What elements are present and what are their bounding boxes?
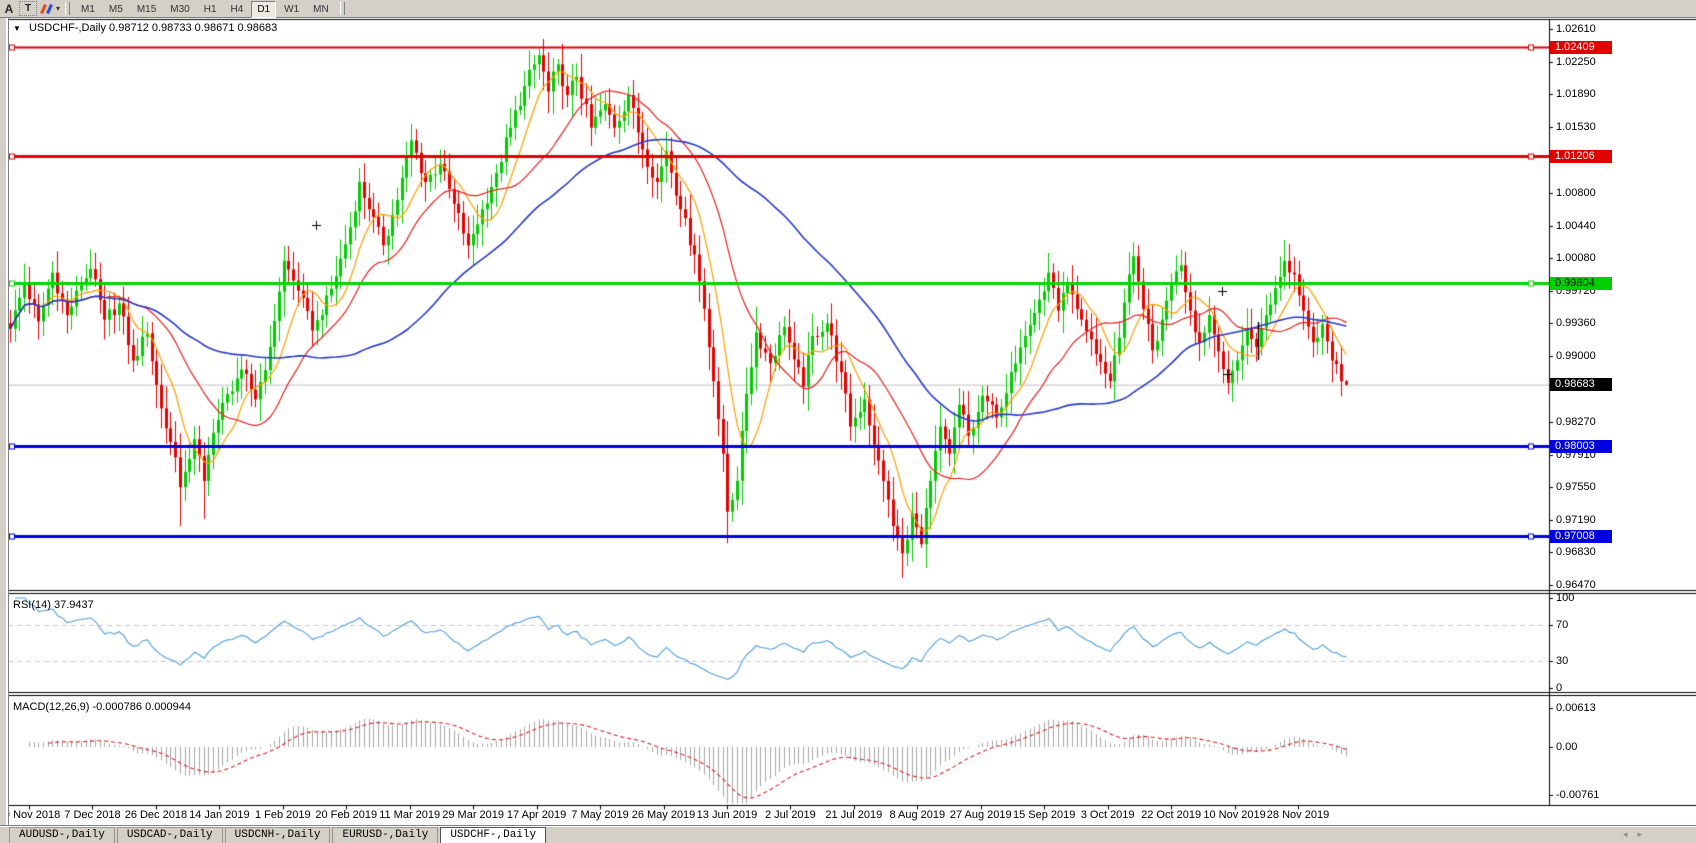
price-badge-1.02409: 1.02409 — [1550, 40, 1612, 54]
chart-title: ▼ USDCHF-,Daily 0.98712 0.98733 0.98671 … — [13, 22, 277, 34]
date-tick-label: 19 Nov 2018 — [0, 809, 61, 821]
timeframe-button-m15[interactable]: M15 — [136, 4, 157, 15]
price-tick-label: 0.98270 — [1556, 416, 1596, 428]
rsi-tick-label: 100 — [1556, 592, 1575, 604]
timeframe-button-d1[interactable]: D1 — [251, 1, 277, 18]
timeframe-button-m5[interactable]: M5 — [108, 4, 123, 15]
chart-symbol-label: USDCHF-,Daily — [28, 22, 106, 34]
price-tick-label: 1.01890 — [1556, 88, 1596, 101]
arrows-tool-icon[interactable]: ▾ — [39, 1, 60, 16]
price-badge-0.98683: 0.98683 — [1550, 378, 1612, 392]
rsi-tick-label: 70 — [1556, 619, 1569, 631]
timeframe-button-w1[interactable]: W1 — [284, 4, 300, 15]
toolbar-grip — [65, 2, 71, 15]
toolbar: A T ▾ M1 M5 M15 M30 H1 H4 D1 W1 MN — [0, 0, 1696, 18]
price-tick-label: 0.97190 — [1556, 513, 1596, 526]
rsi-indicator-label: RSI(14) 37.9437 — [13, 599, 94, 611]
date-tick-label: 13 Jun 2019 — [696, 809, 758, 821]
price-tick-label: 0.96830 — [1556, 546, 1596, 559]
macd-tick-label: 0.00613 — [1556, 702, 1596, 714]
tab-scroll-left-icon[interactable]: ◂ — [1622, 829, 1638, 839]
date-tick-label: 14 Jan 2019 — [189, 809, 250, 821]
date-tick-label: 26 Dec 2018 — [124, 809, 188, 821]
date-tick-label: 27 Aug 2019 — [949, 809, 1012, 821]
macd-indicator-label: MACD(12,26,9) -0.000786 0.000944 — [13, 701, 191, 713]
text-tool-icon[interactable]: T — [19, 1, 37, 16]
price-badge-1.01206: 1.01206 — [1550, 149, 1612, 163]
price-tick-label: 1.00080 — [1556, 252, 1596, 265]
price-tick-label: 0.99000 — [1556, 349, 1596, 362]
crayons-icon — [40, 4, 53, 14]
price-tick-label: 1.00800 — [1556, 186, 1596, 199]
price-tick-label: 1.02610 — [1556, 23, 1596, 35]
date-tick-label: 11 Mar 2019 — [379, 809, 441, 821]
chart-ohlc-values: 0.98712 0.98733 0.98671 0.98683 — [109, 22, 278, 34]
price-badge-0.99804: 0.99804 — [1550, 276, 1612, 290]
rsi-tick-label: 30 — [1556, 655, 1569, 667]
date-tick-label: 17 Apr 2019 — [506, 809, 567, 821]
date-tick-label: 7 Dec 2018 — [64, 809, 121, 821]
toolbar-grip — [339, 2, 345, 15]
macd-tick-label: -0.00761 — [1556, 789, 1600, 802]
date-tick-label: 15 Sep 2019 — [1012, 809, 1076, 821]
date-tick-label: 8 Aug 2019 — [889, 809, 946, 821]
price-tick-label: 0.96470 — [1556, 579, 1596, 591]
chart-tab-usdcnh[interactable]: USDCNH-,Daily — [224, 827, 331, 843]
window-left-border — [0, 17, 9, 825]
timeframe-button-mn[interactable]: MN — [313, 4, 329, 15]
price-tick-label: 0.99360 — [1556, 317, 1596, 330]
chart-tab-bar: AUDUSD-,Daily USDCAD-,Daily USDCNH-,Daily E… — [0, 825, 1696, 843]
timeframe-button-h1[interactable]: H1 — [203, 4, 217, 15]
date-tick-label: 21 Jul 2019 — [825, 809, 883, 821]
price-tick-label: 1.02250 — [1556, 55, 1596, 68]
date-tick-label: 10 Nov 2019 — [1203, 809, 1266, 821]
date-tick-label: 28 Nov 2019 — [1266, 809, 1330, 821]
price-badge-0.97008: 0.97008 — [1550, 529, 1612, 543]
date-tick-label: 29 Mar 2019 — [442, 809, 505, 821]
price-tick-label: 1.00440 — [1556, 219, 1596, 232]
chevron-down-icon[interactable]: ▾ — [56, 4, 61, 13]
chart-dropdown-icon[interactable]: ▼ — [13, 24, 21, 33]
chart-tab-usdcad[interactable]: USDCAD-,Daily — [116, 827, 223, 843]
timeframe-button-group: M1 M5 M15 M30 H1 H4 D1 W1 MN — [74, 0, 336, 18]
rsi-tick-label: 0 — [1556, 682, 1563, 694]
price-tick-label: 1.01530 — [1556, 120, 1596, 133]
text-label-tool-icon[interactable]: A — [4, 1, 14, 16]
timeframe-button-m1[interactable]: M1 — [81, 4, 95, 15]
date-tick-label: 3 Oct 2019 — [1080, 809, 1135, 821]
timeframe-button-h4[interactable]: H4 — [230, 4, 244, 15]
chart-tab-usdchf[interactable]: USDCHF-,Daily — [440, 827, 547, 843]
date-tick-label: 2 Jul 2019 — [765, 809, 816, 821]
timeframe-button-m30[interactable]: M30 — [170, 4, 190, 15]
price-tick-label: 0.97550 — [1556, 481, 1596, 494]
date-tick-label: 26 May 2019 — [631, 809, 696, 821]
date-tick-label: 22 Oct 2019 — [1141, 809, 1202, 821]
date-tick-label: 1 Feb 2019 — [254, 809, 311, 821]
macd-tick-label: 0.00 — [1556, 741, 1578, 753]
date-tick-label: 20 Feb 2019 — [315, 809, 378, 821]
price-badge-0.98003: 0.98003 — [1550, 439, 1612, 453]
chart-tab-eurusd[interactable]: EURUSD-,Daily — [332, 827, 439, 843]
tab-scroll-right-icon[interactable]: ▸ — [1637, 829, 1652, 839]
date-tick-label: 7 May 2019 — [571, 809, 629, 821]
chart-tab-audusd[interactable]: AUDUSD-,Daily — [9, 827, 115, 843]
